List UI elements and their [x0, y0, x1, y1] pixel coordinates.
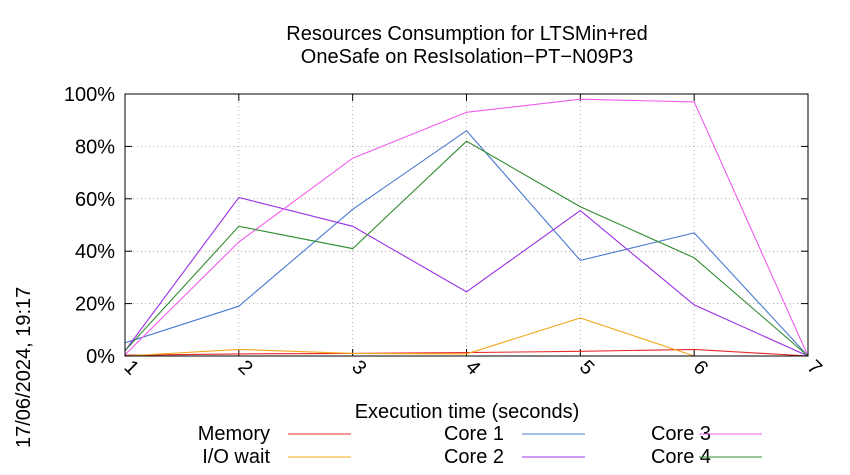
legend-label: Core 3: [651, 423, 711, 445]
legend-label: Core 1: [444, 423, 504, 445]
x-tick-label: 1: [120, 356, 143, 379]
x-tick-label: 5: [575, 356, 598, 379]
y-tick-label: 20%: [75, 294, 115, 316]
x-tick-label: 7: [803, 356, 826, 379]
x-tick-label: 3: [347, 356, 370, 379]
series-line-core-3: [124, 98, 809, 357]
series-line-core-4: [124, 140, 809, 357]
y-tick-label: 40%: [75, 241, 115, 263]
y-tick-label: 0%: [86, 346, 115, 368]
legend-label: Core 4: [651, 446, 711, 468]
series-line-memory: [124, 348, 809, 357]
y-tick-label: 80%: [75, 136, 115, 158]
chart-title-line: Resources Consumption for LTSMin+red: [286, 23, 647, 45]
y-tick-label: 60%: [75, 189, 115, 211]
x-axis-label: Execution time (seconds): [355, 401, 580, 423]
legend-label: I/O wait: [202, 446, 270, 468]
plot-frame: [124, 93, 809, 357]
legend-label: Core 2: [444, 446, 504, 468]
x-tick-label: 6: [689, 356, 712, 379]
x-tick-label: 2: [233, 356, 256, 379]
series-line-core-1: [124, 129, 809, 357]
timestamp-label: 17/06/2024, 19:17: [13, 287, 35, 448]
x-tick-label: 4: [461, 356, 484, 379]
y-tick-label: 100%: [64, 84, 115, 106]
chart-title-line: OneSafe on ResIsolation−PT−N09P3: [301, 46, 633, 68]
series-line-core-2: [124, 196, 809, 357]
legend-label: Memory: [198, 423, 270, 445]
